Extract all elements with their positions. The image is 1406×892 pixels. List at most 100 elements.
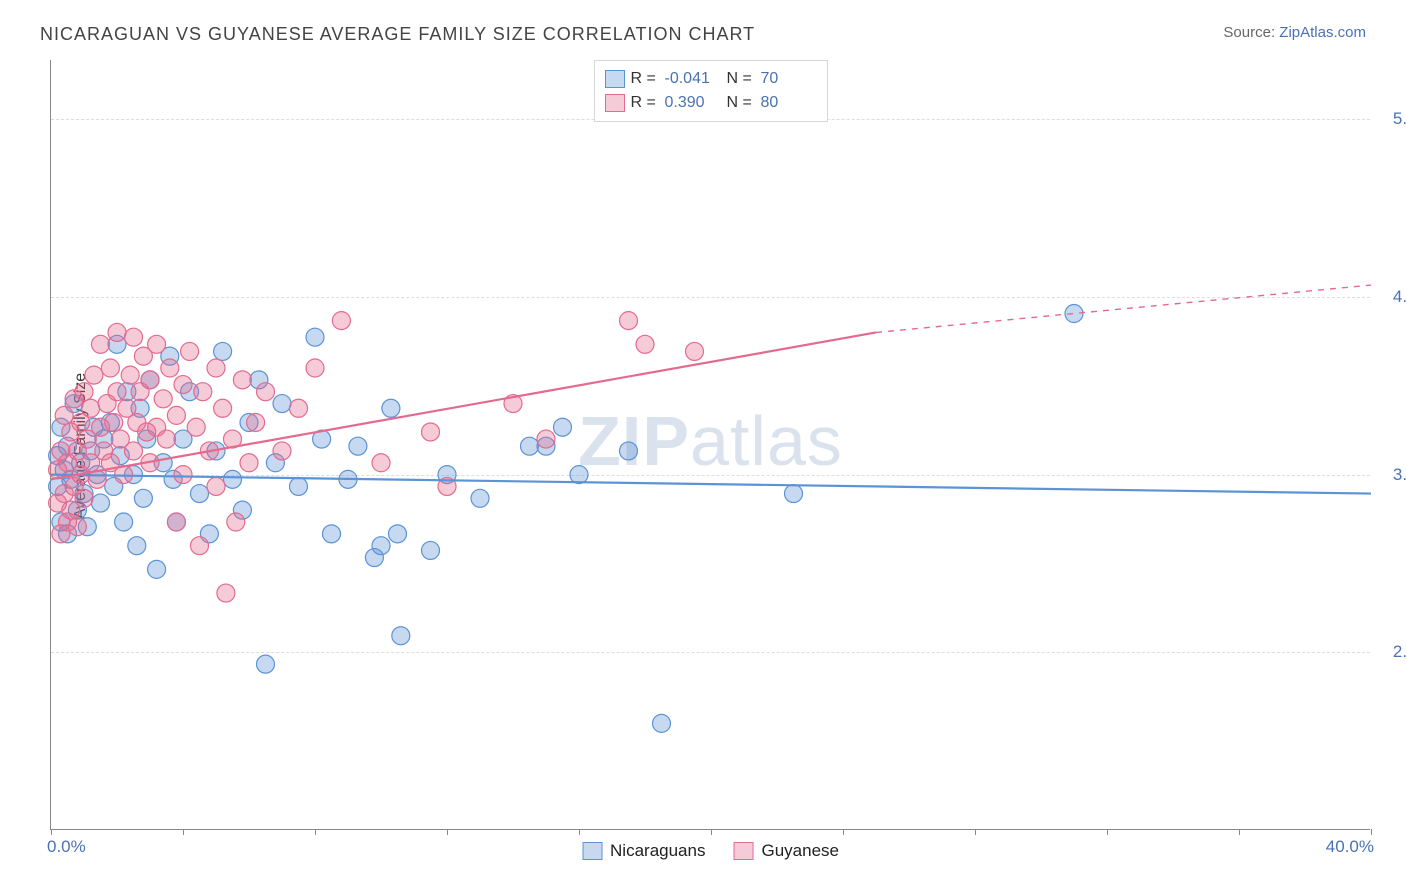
data-point[interactable] (187, 418, 205, 436)
data-point[interactable] (125, 328, 143, 346)
legend-series: Nicaraguans Guyanese (582, 841, 839, 861)
trend-line (51, 475, 1371, 494)
data-point[interactable] (392, 627, 410, 645)
data-point[interactable] (207, 477, 225, 495)
y-tick-label: 4.25 (1376, 287, 1406, 307)
y-tick-label: 2.75 (1376, 642, 1406, 662)
data-point[interactable] (273, 395, 291, 413)
legend-series-label: Nicaraguans (610, 841, 705, 861)
data-point[interactable] (194, 383, 212, 401)
data-point[interactable] (85, 366, 103, 384)
data-point[interactable] (240, 454, 258, 472)
data-point[interactable] (273, 442, 291, 460)
data-point[interactable] (115, 513, 133, 531)
legend-series-label: Guyanese (761, 841, 839, 861)
data-point[interactable] (785, 485, 803, 503)
legend-swatch (582, 842, 602, 860)
data-point[interactable] (191, 537, 209, 555)
data-point[interactable] (521, 437, 539, 455)
data-point[interactable] (167, 406, 185, 424)
data-point[interactable] (55, 406, 73, 424)
data-point[interactable] (207, 359, 225, 377)
legend-stats: R = -0.041 N = 70 R = 0.390 N = 80 (594, 60, 828, 122)
legend-swatch (605, 70, 625, 88)
data-point[interactable] (75, 489, 93, 507)
data-point[interactable] (121, 366, 139, 384)
data-point[interactable] (181, 342, 199, 360)
data-point[interactable] (349, 437, 367, 455)
data-point[interactable] (554, 418, 572, 436)
data-point[interactable] (382, 399, 400, 417)
n-label: N = (727, 70, 755, 88)
data-point[interactable] (82, 399, 100, 417)
data-point[interactable] (214, 399, 232, 417)
data-point[interactable] (290, 477, 308, 495)
data-point[interactable] (323, 525, 341, 543)
data-point[interactable] (247, 413, 265, 431)
data-point[interactable] (191, 485, 209, 503)
data-point[interactable] (105, 413, 123, 431)
data-point[interactable] (224, 470, 242, 488)
data-point[interactable] (686, 342, 704, 360)
data-point[interactable] (290, 399, 308, 417)
data-point[interactable] (422, 423, 440, 441)
data-point[interactable] (471, 489, 489, 507)
data-point[interactable] (227, 513, 245, 531)
n-label: N = (727, 94, 755, 112)
x-tick-mark (1107, 829, 1108, 835)
source-link[interactable]: ZipAtlas.com (1279, 24, 1366, 41)
data-point[interactable] (108, 323, 126, 341)
data-point[interactable] (332, 312, 350, 330)
data-point[interactable] (128, 537, 146, 555)
data-point[interactable] (75, 383, 93, 401)
x-tick-mark (975, 829, 976, 835)
data-point[interactable] (161, 359, 179, 377)
data-point[interactable] (148, 335, 166, 353)
r-value: -0.041 (665, 70, 721, 88)
data-point[interactable] (306, 328, 324, 346)
data-point[interactable] (125, 442, 143, 460)
data-point[interactable] (148, 560, 166, 578)
data-point[interactable] (653, 714, 671, 732)
data-point[interactable] (372, 454, 390, 472)
data-point[interactable] (68, 518, 86, 536)
data-point[interactable] (214, 342, 232, 360)
x-axis-max: 40.0% (1326, 837, 1374, 857)
r-label: R = (631, 70, 659, 88)
x-tick-mark (183, 829, 184, 835)
data-point[interactable] (620, 312, 638, 330)
data-point[interactable] (537, 430, 555, 448)
data-point[interactable] (257, 655, 275, 673)
data-point[interactable] (108, 383, 126, 401)
data-point[interactable] (134, 489, 152, 507)
data-point[interactable] (167, 513, 185, 531)
x-tick-mark (447, 829, 448, 835)
data-point[interactable] (620, 442, 638, 460)
data-point[interactable] (636, 335, 654, 353)
data-point[interactable] (101, 359, 119, 377)
data-point[interactable] (174, 466, 192, 484)
data-point[interactable] (141, 371, 159, 389)
source-attribution: Source: ZipAtlas.com (1223, 24, 1366, 41)
x-tick-mark (315, 829, 316, 835)
data-point[interactable] (92, 335, 110, 353)
r-label: R = (631, 94, 659, 112)
data-point[interactable] (92, 494, 110, 512)
data-point[interactable] (154, 390, 172, 408)
data-point[interactable] (158, 430, 176, 448)
x-tick-mark (843, 829, 844, 835)
data-point[interactable] (174, 376, 192, 394)
data-point[interactable] (422, 541, 440, 559)
data-point[interactable] (372, 537, 390, 555)
data-point[interactable] (389, 525, 407, 543)
data-point[interactable] (570, 466, 588, 484)
data-point[interactable] (257, 383, 275, 401)
n-value: 70 (761, 70, 817, 88)
chart-svg (51, 60, 1370, 829)
data-point[interactable] (217, 584, 235, 602)
chart-title: NICARAGUAN VS GUYANESE AVERAGE FAMILY SI… (40, 24, 755, 45)
y-tick-label: 5.00 (1376, 109, 1406, 129)
trend-line-extrapolated (876, 285, 1371, 332)
data-point[interactable] (306, 359, 324, 377)
data-point[interactable] (233, 371, 251, 389)
